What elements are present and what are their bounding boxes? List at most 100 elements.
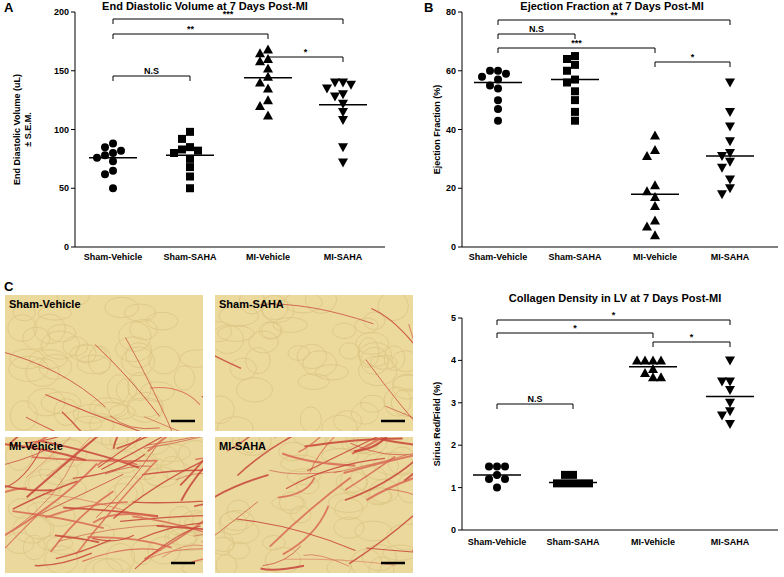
collagen-strand — [385, 406, 413, 431]
collagen-strand — [181, 437, 203, 501]
cell-texture — [339, 343, 359, 359]
data-point — [263, 95, 273, 104]
collagen-strand — [202, 396, 203, 402]
data-point — [717, 378, 727, 387]
significance-label: * — [304, 47, 308, 57]
data-point — [338, 90, 348, 99]
collagen-strand — [192, 554, 203, 562]
collagen-strand — [82, 549, 161, 562]
data-point — [725, 158, 735, 167]
cell-texture — [284, 295, 322, 313]
collagen-strand — [5, 484, 52, 491]
data-point — [263, 110, 273, 119]
scale-bar — [381, 420, 405, 423]
y-tick-label: 4 — [451, 355, 456, 365]
data-point — [648, 364, 658, 373]
cell-texture — [259, 322, 281, 339]
collagen-strand — [148, 437, 203, 451]
y-tick — [458, 129, 462, 130]
data-point — [725, 420, 735, 429]
data-point — [561, 479, 569, 487]
y-tick-label: 0 — [451, 242, 456, 252]
collagen-strand — [352, 437, 408, 454]
significance-bracket — [497, 333, 653, 338]
plot-marks — [474, 52, 754, 239]
data-point — [656, 355, 666, 364]
significance-bracket — [113, 76, 190, 81]
collagen-strand — [45, 395, 151, 431]
data-point — [577, 479, 585, 487]
cell-texture — [63, 337, 88, 356]
x-tick-label: MI-SAHA — [711, 537, 750, 547]
collagen-strand — [366, 548, 413, 556]
data-point — [650, 145, 660, 154]
x-axis — [462, 530, 778, 531]
micrograph — [5, 437, 203, 573]
cell-texture — [38, 536, 73, 551]
cell-texture — [105, 297, 139, 317]
collagen-strand — [275, 437, 345, 438]
cell-texture — [180, 350, 203, 368]
data-point — [322, 84, 332, 93]
collagen-strand — [371, 309, 413, 351]
scale-bar — [171, 420, 195, 423]
y-tick — [71, 247, 75, 248]
x-tick-label: MI-Vehicle — [246, 252, 290, 262]
data-point — [338, 116, 348, 125]
collagen-strand — [385, 489, 413, 500]
data-point — [725, 137, 735, 146]
mean-line — [89, 157, 137, 159]
cell-texture — [115, 337, 151, 362]
data-point — [486, 67, 494, 75]
cell-texture — [26, 358, 59, 386]
data-point — [640, 368, 650, 377]
collagen-strand — [132, 516, 203, 545]
collagen-strand — [409, 324, 413, 392]
collagen-strand — [349, 502, 413, 563]
data-point — [338, 108, 348, 117]
cell-texture — [288, 346, 310, 361]
x-axis — [462, 247, 778, 248]
y-tick — [71, 12, 75, 13]
collagen-strand — [270, 477, 351, 546]
micrograph-label: Sham-SAHA — [219, 298, 284, 310]
x-tick-label: MI-Vehicle — [631, 537, 675, 547]
data-point — [501, 462, 509, 470]
micrograph — [215, 437, 413, 573]
data-point — [338, 79, 348, 88]
x-axis — [75, 247, 385, 248]
data-point — [563, 67, 571, 75]
cell-texture — [174, 366, 194, 390]
data-point — [571, 87, 579, 95]
collagen-strand — [35, 553, 92, 565]
data-point — [494, 67, 502, 75]
cell-texture — [246, 347, 271, 373]
significance-label: ** — [610, 10, 618, 20]
collagen-strand — [12, 511, 103, 528]
cell-texture — [28, 388, 65, 416]
significance-label: N.S — [527, 394, 542, 404]
collagen-strand — [263, 546, 301, 566]
data-point — [494, 117, 502, 125]
collagen-strand — [15, 455, 76, 528]
cell-texture — [224, 520, 259, 544]
cell-texture — [54, 399, 79, 426]
cell-texture — [10, 401, 37, 431]
mean-line — [549, 482, 597, 484]
data-point — [725, 79, 735, 88]
cell-texture — [333, 323, 356, 338]
cell-texture — [88, 346, 111, 374]
x-tick-label: Sham-Vehicle — [469, 252, 528, 262]
x-tick-label: Sham-Vehicle — [468, 537, 527, 547]
mean-line — [244, 77, 292, 79]
x-tick-label: MI-SAHA — [324, 252, 363, 262]
cell-texture — [85, 558, 123, 573]
data-point — [194, 147, 202, 155]
data-point — [650, 130, 660, 139]
significance-bracket — [498, 48, 655, 53]
collagen-strand — [215, 346, 241, 368]
cell-texture — [90, 398, 126, 417]
micrograph-label: Sham-Vehicle — [9, 298, 81, 310]
data-point — [494, 105, 502, 113]
data-point — [178, 135, 186, 143]
